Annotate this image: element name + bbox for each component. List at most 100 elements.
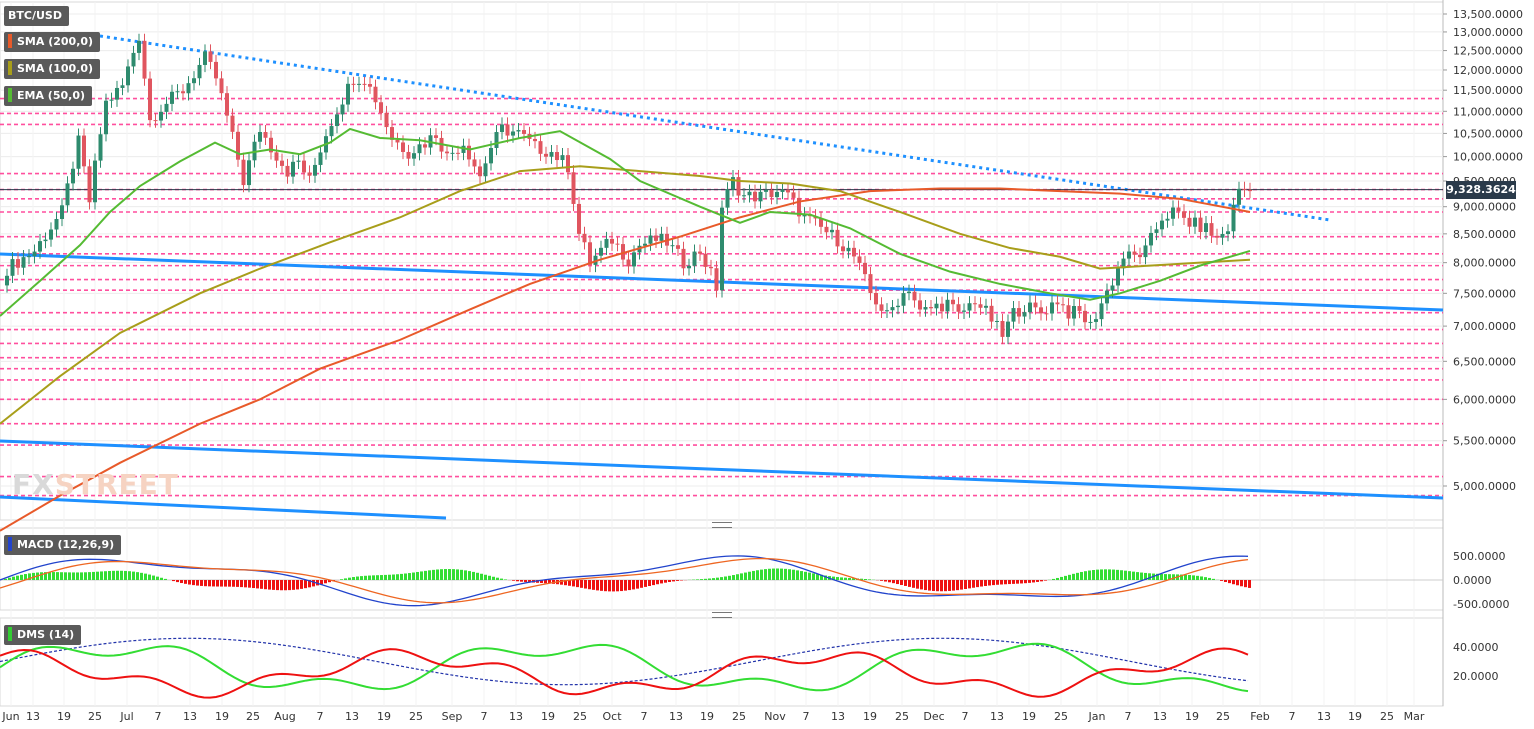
macd-histogram-bar (612, 580, 615, 592)
macd-histogram-bar (804, 571, 807, 580)
candle-body (940, 303, 944, 312)
candle-body (478, 166, 482, 177)
macd-histogram-bar (964, 580, 967, 590)
macd-histogram-bar (1012, 580, 1015, 584)
macd-histogram-bar (728, 575, 731, 580)
ema50-legend[interactable]: EMA (50,0) (4, 86, 92, 106)
candle-body (291, 161, 295, 177)
macd-histogram-bar (652, 580, 655, 586)
macd-histogram-bar (772, 568, 775, 580)
macd-histogram-bar (40, 572, 43, 580)
candle-body (967, 303, 972, 311)
x-tick-label: 7 (155, 710, 162, 723)
candle-body (1160, 220, 1164, 230)
macd-histogram-bar (952, 580, 955, 591)
dms-legend[interactable]: DMS (14) (4, 625, 82, 645)
macd-histogram-bar (12, 576, 15, 580)
macd-histogram-bar (60, 572, 63, 580)
x-tick-label: Feb (1250, 710, 1269, 723)
macd-histogram-bar (620, 580, 623, 592)
candle-body (335, 114, 339, 127)
macd-histogram-bar (1080, 571, 1083, 580)
macd-histogram-bar (800, 571, 803, 580)
candle-body (181, 91, 185, 94)
macd-histogram-bar (1120, 570, 1123, 580)
macd-histogram-bar (944, 580, 947, 592)
macd-histogram-bar (472, 571, 475, 580)
candle-body (890, 307, 895, 311)
macd-histogram-bar (788, 569, 791, 580)
macd-histogram-bar (428, 570, 431, 580)
candle-body (626, 259, 631, 267)
candle-body (1149, 232, 1153, 246)
candle-body (197, 64, 202, 79)
candle-body (912, 291, 917, 301)
macd-histogram-bar (480, 573, 483, 580)
candle-body (846, 247, 851, 252)
macd-histogram-bar (424, 570, 427, 580)
candle-body (461, 145, 466, 153)
macd-histogram-bar (596, 580, 599, 591)
candle-body (318, 152, 323, 165)
candle-body (186, 83, 191, 94)
candle-body (852, 247, 856, 257)
macd-histogram-bar (212, 580, 215, 587)
pane-resize-handle-macd[interactable] (712, 522, 732, 528)
channel-lower-trendline (0, 439, 1444, 500)
macd-signal-line (0, 557, 1249, 604)
pane-resize-handle-dms[interactable] (712, 612, 732, 618)
y-tick-label: 12,500.0000 (1453, 45, 1523, 58)
macd-histogram-bar (20, 574, 23, 580)
x-tick-label: 19 (377, 710, 391, 723)
macd-histogram-bar (492, 576, 495, 580)
macd-histogram-bar (4, 578, 7, 580)
macd-histogram-bar (140, 572, 143, 580)
macd-histogram-bar (996, 580, 999, 585)
macd-histogram-bar (764, 569, 767, 580)
y-tick-label: 13,500.0000 (1453, 8, 1523, 21)
macd-histogram-bar (900, 580, 903, 585)
ema50-line (0, 127, 1251, 317)
candle-body (610, 238, 614, 244)
candle-body (720, 207, 724, 291)
candle-body (1055, 302, 1060, 305)
macd-histogram-bar (1196, 575, 1199, 580)
candle-body (1017, 308, 1021, 317)
candle-body (307, 172, 312, 176)
macd-histogram-bar (724, 576, 727, 580)
fxstreet-watermark: FXSTREET (12, 468, 179, 501)
candle-body (577, 203, 581, 234)
candle-body (362, 83, 367, 85)
candle-body (643, 243, 647, 246)
macd-histogram-bar (1052, 578, 1055, 580)
candle-body (274, 152, 279, 161)
macd-histogram-bar (680, 580, 683, 581)
candle-body (538, 141, 543, 154)
candle-body (21, 257, 26, 268)
macd-histogram-bar (716, 577, 719, 580)
macd-histogram-bar (784, 568, 787, 580)
macd-histogram-bar (116, 570, 119, 580)
candle-body (98, 134, 103, 161)
sma100-legend[interactable]: SMA (100,0) (4, 59, 101, 79)
candle-body (384, 112, 389, 128)
macd-histogram-bar (432, 569, 435, 580)
candle-body (280, 160, 284, 166)
sma200-legend[interactable]: SMA (200,0) (4, 32, 101, 52)
macd-histogram-bar (676, 580, 679, 581)
macd-histogram-bar (420, 571, 423, 580)
macd-histogram-bar (268, 580, 271, 590)
macd-histogram-bar (324, 580, 327, 584)
candle-body (1171, 207, 1175, 219)
macd-histogram-bar (148, 574, 151, 580)
macd-histogram-bar (280, 580, 283, 591)
macd-histogram-bar (244, 580, 247, 588)
macd-legend[interactable]: MACD (12,26,9) (4, 535, 122, 555)
macd-histogram-bar (412, 572, 415, 580)
macd-histogram-bar (1000, 580, 1003, 585)
candle-body (313, 164, 317, 176)
candle-body (346, 83, 350, 105)
candle-body (379, 102, 383, 113)
candle-body (1242, 188, 1247, 190)
